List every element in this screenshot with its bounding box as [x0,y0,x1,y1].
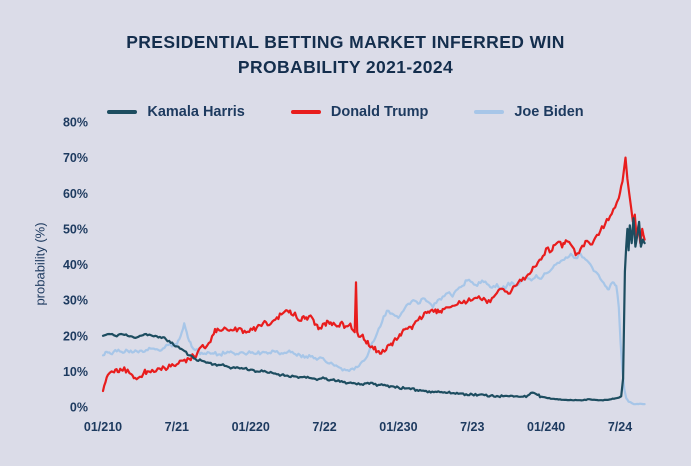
x-tick-label: 7/24 [608,420,632,434]
y-tick-label: 60% [63,187,88,201]
y-tick-label: 0% [70,401,88,415]
plot-area: 0% 10% 20% 30% 40% 50% 60% 70% 80% 01/210 7/21 01/2… [63,116,646,434]
legend-swatch-joe-biden [474,110,505,114]
y-tick-label: 70% [63,151,88,165]
y-tick-label: 80% [63,116,88,130]
chart-title: PRESIDENTIAL BETTING MARKET INFERRED WIN… [0,30,691,79]
x-tick-label: 7/22 [312,420,336,434]
legend-item-joe-biden: Joe Biden [474,104,584,120]
legend: Kamala Harris Donald Trump Joe Biden [0,104,691,120]
legend-swatch-donald-trump [290,110,321,114]
legend-item-donald-trump: Donald Trump [290,104,429,120]
legend-label-joe-biden: Joe Biden [514,104,584,120]
chart-title-text: PRESIDENTIAL BETTING MARKET INFERRED WIN… [126,32,565,77]
y-tick-label: 10% [63,365,88,379]
series-line-joe-biden [101,252,646,406]
legend-label-kamala-harris: Kamala Harris [147,104,245,120]
y-tick-label: 40% [63,258,88,272]
legend-item-kamala-harris: Kamala Harris [107,104,245,120]
series-line-kamala-harris [101,217,646,402]
x-tick-label: 01/230 [379,420,417,434]
x-tick-label: 01/210 [84,420,122,434]
y-tick-label: 50% [63,222,88,236]
series-line-donald-trump [101,156,646,393]
x-tick-label: 01/240 [527,420,565,434]
y-tick-label: 20% [63,329,88,343]
x-tick-label: 01/220 [232,420,270,434]
legend-swatch-kamala-harris [107,110,138,114]
x-tick-label: 7/21 [165,420,189,434]
y-tick-label: 30% [63,294,88,308]
x-tick-label: 7/23 [460,420,484,434]
legend-label-donald-trump: Donald Trump [330,104,429,120]
